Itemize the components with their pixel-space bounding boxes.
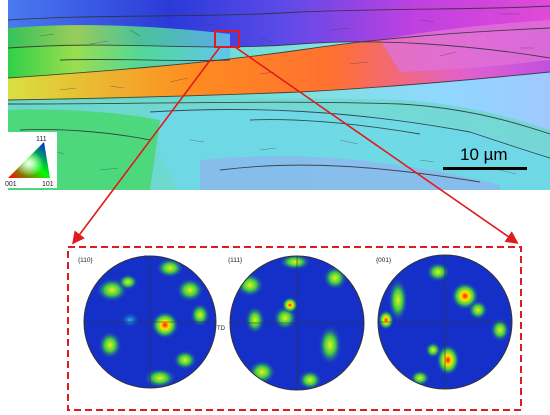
pole-figure-001: {001} <box>376 254 513 390</box>
right-zoom-arrow <box>234 46 519 244</box>
ipf-label-101: 101 <box>42 181 54 188</box>
pole-figure-label: {001} <box>376 257 392 264</box>
scale-bar: 10 µm <box>443 145 527 170</box>
scale-bar-line <box>443 167 527 170</box>
pole-figure-110: {110} RD TD <box>78 255 226 389</box>
pole-figure-label: {111} <box>228 257 243 264</box>
ebsd-orientation-map: 111 001 101 10 µm <box>3 0 550 190</box>
ipf-label-001: 001 <box>5 181 17 188</box>
selected-region-box <box>214 30 240 48</box>
pole-figure-label: {110} <box>78 257 94 264</box>
ipf-label-111: 111 <box>36 136 47 143</box>
zoom-arrows <box>72 46 519 245</box>
scale-bar-label: 10 µm <box>460 145 508 164</box>
ipf-color-key: 111 001 101 <box>3 132 57 188</box>
left-zoom-arrow <box>72 46 221 245</box>
td-axis-label: TD <box>217 326 226 332</box>
